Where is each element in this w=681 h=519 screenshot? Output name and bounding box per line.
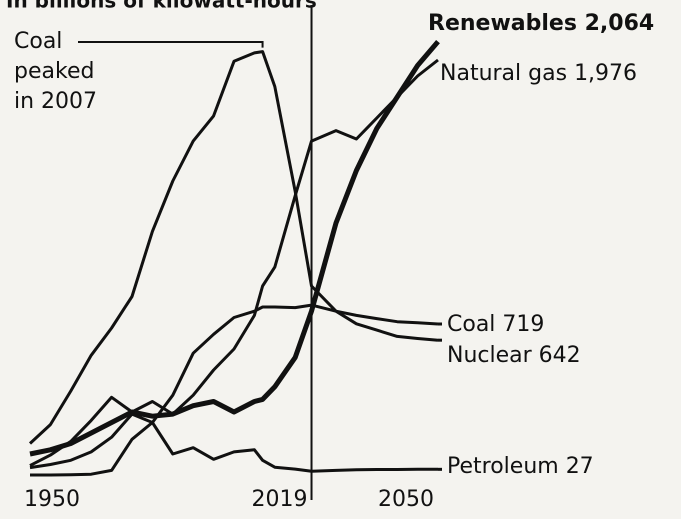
series-value: 642 (539, 343, 581, 368)
series-line (29, 39, 440, 457)
annotation: in 2007 (14, 89, 97, 114)
series-name: Renewables (428, 11, 577, 36)
series-value: 1,976 (574, 61, 637, 86)
series-line (29, 58, 439, 467)
annotation: peaked (14, 59, 94, 84)
x-tick-label: 1950 (24, 487, 80, 512)
x-tick-label: 2050 (378, 487, 434, 512)
series-value: 27 (566, 454, 594, 479)
series-name: Natural gas (440, 61, 567, 86)
series-name: Petroleum (447, 454, 559, 479)
series-label: Petroleum 27 (447, 454, 594, 479)
annotation: Coal (14, 29, 62, 54)
x-tick-label: 2019 (252, 487, 308, 512)
series-label: Nuclear 642 (447, 343, 581, 368)
series-line (28, 50, 439, 445)
series-name: Nuclear (447, 343, 533, 368)
series-label: Coal 719 (447, 312, 544, 337)
series-name: Coal (447, 312, 495, 337)
series-label: Natural gas 1,976 (440, 61, 637, 86)
series-label: Renewables 2,064 (428, 11, 654, 36)
chart-subtitle: In billions of kilowatt-hours (6, 0, 317, 13)
series-value: 719 (502, 312, 544, 337)
annotation-leader (78, 41, 264, 48)
series-value: 2,064 (585, 11, 655, 36)
series-line (30, 303, 439, 477)
series-line (29, 412, 438, 473)
